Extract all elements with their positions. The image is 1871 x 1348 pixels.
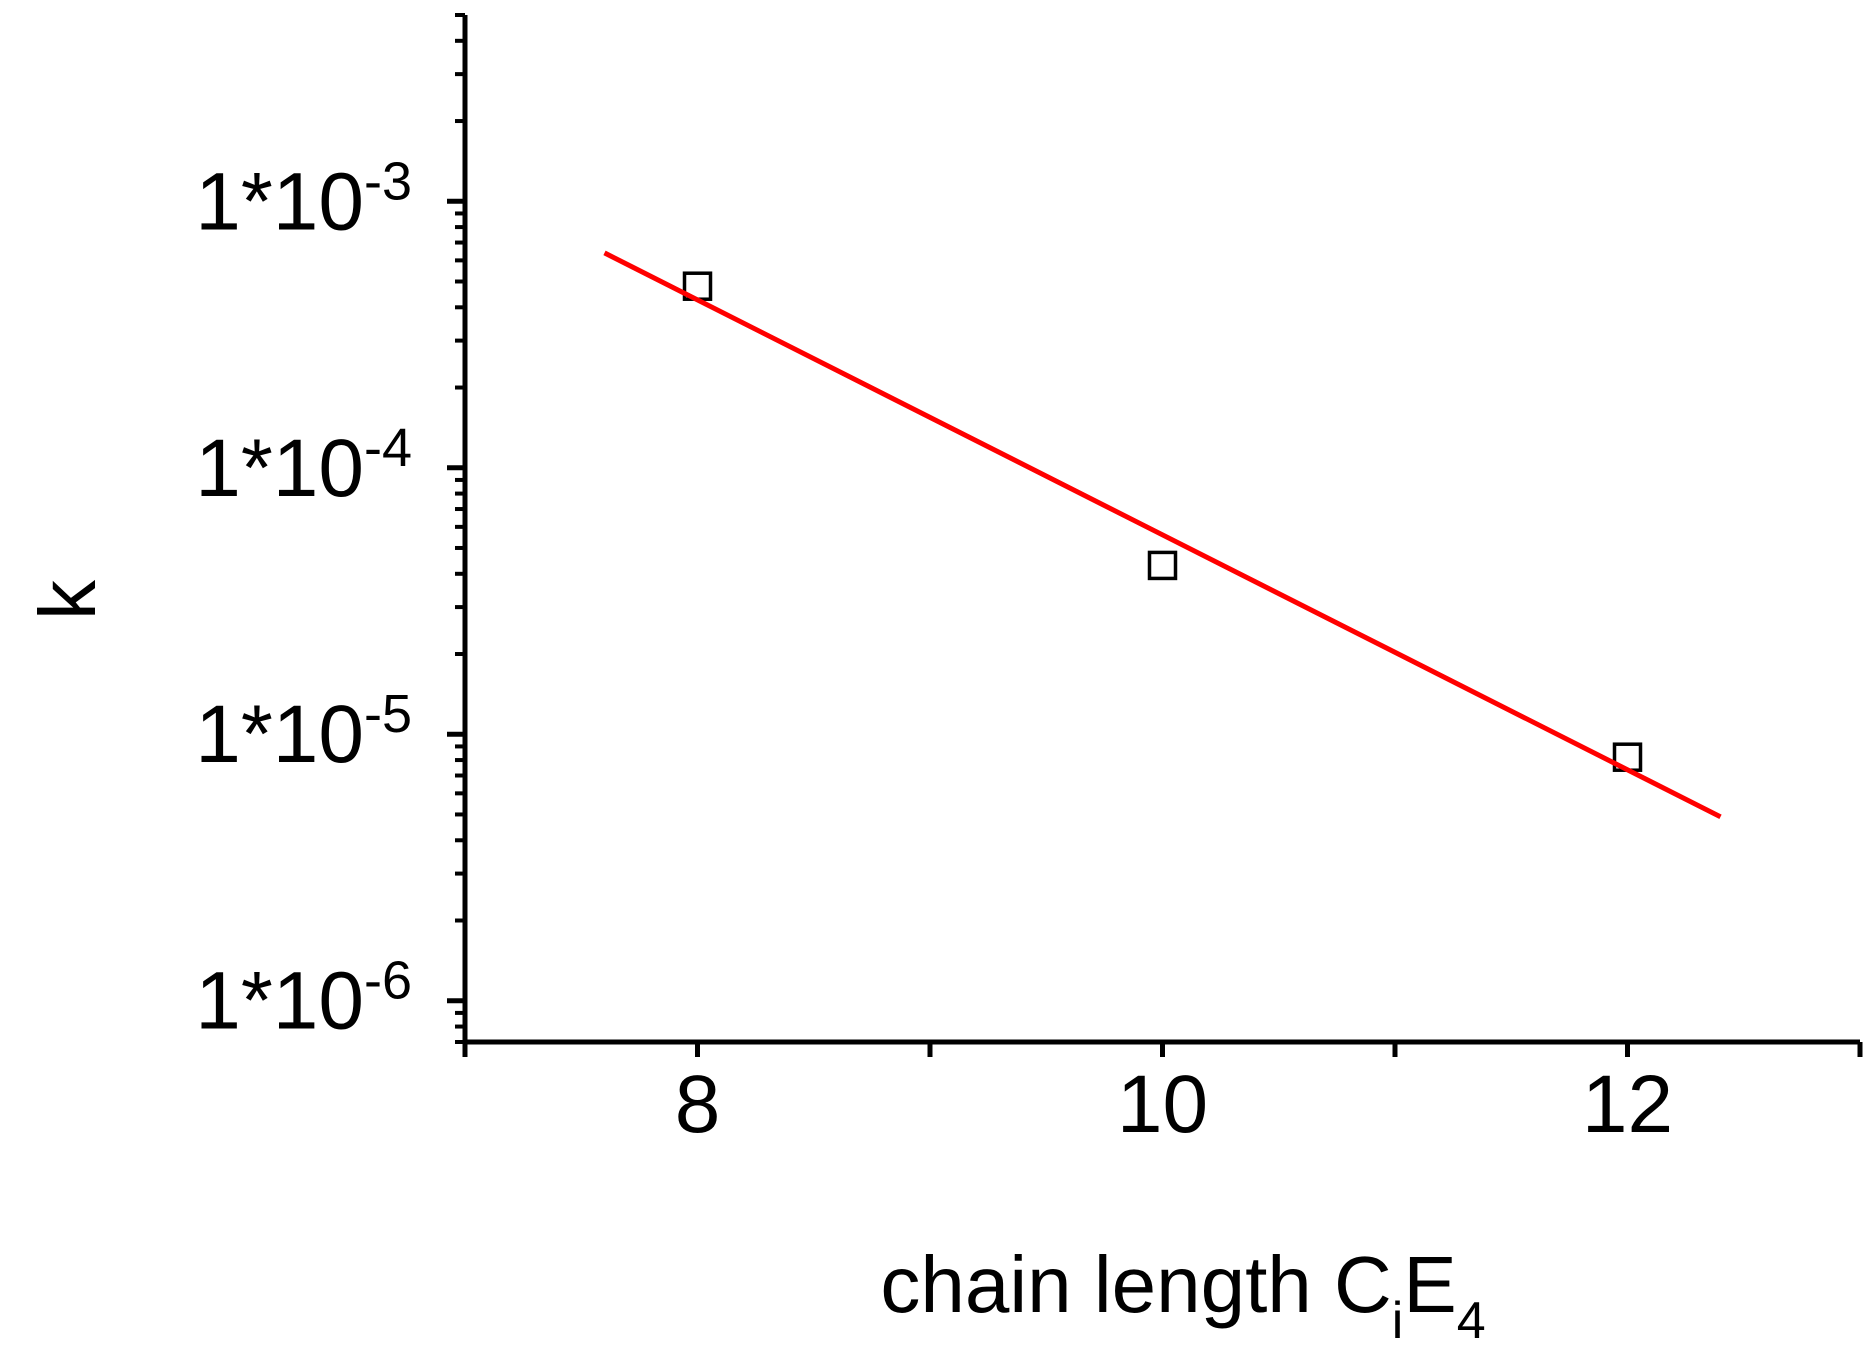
y-tick-label: 1*10-5	[195, 684, 412, 780]
x-axis-title-sub1: i	[1392, 1292, 1404, 1348]
x-tick-label: 10	[1117, 1059, 1208, 1150]
axes	[447, 13, 1863, 1057]
x-tick-label: 12	[1582, 1059, 1673, 1150]
data-point	[1147, 550, 1178, 581]
x-axis-title-mid: E	[1403, 1240, 1456, 1329]
x-tick-label: 8	[675, 1059, 721, 1150]
fit-line	[603, 250, 1722, 820]
y-tick-label: 1*10-4	[195, 418, 412, 514]
y-tick-label: 1*10-6	[195, 951, 412, 1047]
tick-labels: 8 10 12 1*10-3 1*10-4 1*10-5 1*10-6	[195, 151, 1673, 1150]
y-axis-title: k	[23, 579, 112, 620]
x-axis-title-sub2: 4	[1457, 1292, 1486, 1348]
series-layer	[603, 250, 1722, 820]
x-axis-title-main: chain length C	[880, 1240, 1391, 1329]
x-axis-title: chain length CiE4	[880, 1240, 1485, 1348]
y-tick-label: 1*10-3	[195, 151, 412, 247]
